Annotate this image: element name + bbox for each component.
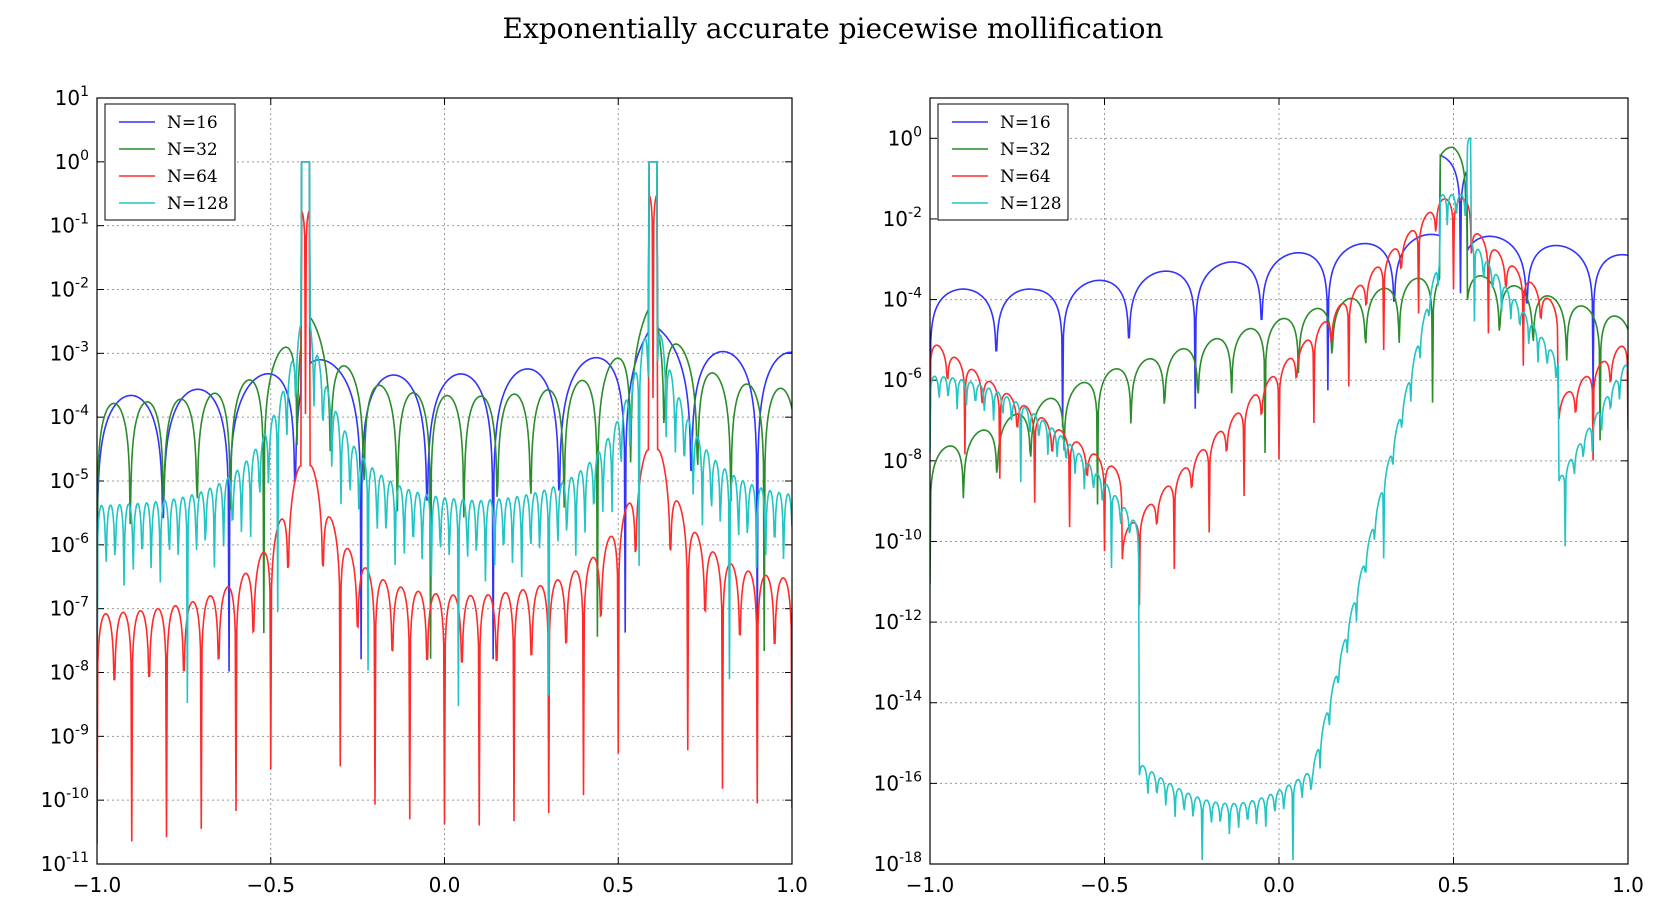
y-tick-label: 10-6 <box>50 531 90 557</box>
x-tick-label: 1.0 <box>1612 873 1644 897</box>
y-tick-label: 10-10 <box>874 527 922 553</box>
y-tick-label: 10-4 <box>50 403 90 429</box>
figure-title: Exponentially accurate piecewise mollifi… <box>502 12 1164 45</box>
y-tick-label: 10-6 <box>883 366 923 392</box>
legend-label: N=32 <box>167 140 218 160</box>
legend-label: N=32 <box>1000 140 1051 160</box>
y-tick-label: 10-9 <box>50 722 89 748</box>
legend-box <box>104 103 236 221</box>
y-tick-label: 10-8 <box>883 447 922 473</box>
series-line-n-64 <box>930 197 1628 606</box>
legend-label: N=16 <box>1000 113 1051 133</box>
series-line-n-128 <box>97 161 792 713</box>
x-tick-label: −1.0 <box>73 873 122 897</box>
series-line-n-64 <box>97 194 792 845</box>
series-line-n-32 <box>930 146 1628 584</box>
legend-label: N=128 <box>167 194 229 214</box>
y-tick-label: 10-14 <box>874 689 922 715</box>
y-tick-label: 10-4 <box>883 286 923 312</box>
y-tick-label: 10-1 <box>50 212 89 238</box>
y-tick-label: 10-11 <box>41 850 89 876</box>
plot-area <box>930 98 1628 864</box>
legend-label: N=16 <box>167 113 218 133</box>
y-tick-label: 10-2 <box>883 205 922 231</box>
y-tick-label: 10-2 <box>50 276 89 302</box>
series-line-n-128 <box>930 137 1628 860</box>
y-tick-label: 10-16 <box>874 769 922 795</box>
x-tick-label: 0.5 <box>602 873 634 897</box>
legend-box <box>937 103 1069 221</box>
y-tick-label: 10-8 <box>50 659 89 685</box>
y-tick-label: 10-18 <box>874 850 922 876</box>
legend-label: N=64 <box>1000 167 1051 187</box>
axes-frame <box>929 97 1629 865</box>
x-tick-label: 0.0 <box>429 873 461 897</box>
series-line-n-32 <box>97 161 792 669</box>
y-tick-label: 10-5 <box>50 467 89 493</box>
y-tick-label: 101 <box>55 84 89 110</box>
legend-label: N=128 <box>1000 194 1062 214</box>
y-tick-label: 10-12 <box>874 608 922 634</box>
x-tick-label: −0.5 <box>246 873 295 897</box>
y-tick-label: 100 <box>55 148 89 174</box>
y-tick-label: 100 <box>888 124 922 150</box>
axes-frame <box>96 97 793 865</box>
legend-label: N=64 <box>167 167 218 187</box>
x-tick-label: 0.5 <box>1438 873 1470 897</box>
right-panel: −1.0 −0.5 0.0 0.5 1.0 10-18 10-16 10-14 10-12 10-… <box>874 97 1644 897</box>
y-tick-label: 10-3 <box>50 339 89 365</box>
x-tick-label: 0.0 <box>1263 873 1295 897</box>
series-line-n-16 <box>97 161 792 686</box>
y-tick-label: 10-10 <box>41 786 89 812</box>
left-panel: −1.0 −0.5 0.0 0.5 1.0 10-11 10-10 10-9 10-8 10-7 1… <box>41 84 808 897</box>
x-tick-label: −1.0 <box>906 873 955 897</box>
y-tick-label: 10-7 <box>50 595 89 621</box>
series-line-n-16 <box>930 154 1628 432</box>
x-tick-label: 1.0 <box>776 873 808 897</box>
x-tick-label: −0.5 <box>1080 873 1129 897</box>
